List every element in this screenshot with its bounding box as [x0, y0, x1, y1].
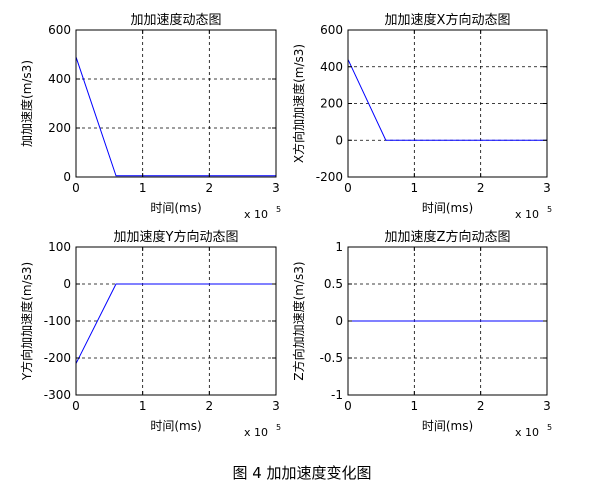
plot1-axes-box	[75, 29, 277, 178]
plot4-xtick-label-0: 0	[344, 399, 352, 413]
plot2-xtick-label-0: 0	[344, 181, 352, 195]
plot3-xtick-label-1: 1	[139, 399, 147, 413]
plot3-x-exponent-base: x 10	[244, 426, 268, 439]
plot2-xtick-label-1: 1	[411, 181, 419, 195]
plot2-ytick-label-0: -200	[316, 170, 343, 184]
plot1-ytick-label-0: 0	[63, 170, 71, 184]
plot2-xtick-label-3: 3	[543, 181, 551, 195]
plot4-ytick-label-4: 1	[335, 240, 343, 254]
plot1-xlabel: 时间(ms)	[150, 201, 201, 215]
plot1-xtick-label-1: 1	[139, 181, 147, 195]
plot2-x-exponent-base: x 10	[515, 208, 539, 221]
plot4-ytick-label-2: 0	[335, 314, 343, 328]
plot4-xtick-label-3: 3	[543, 399, 551, 413]
plot3-ytick-label-1: -200	[44, 351, 71, 365]
plot3-xtick-label-3: 3	[272, 399, 280, 413]
plot2-title: 加加速度X方向动态图	[385, 12, 511, 28]
plot3-title: 加加速度Y方向动态图	[114, 229, 239, 245]
plot1-xtick-label-0: 0	[72, 181, 80, 195]
plot2-xlabel: 时间(ms)	[422, 201, 473, 215]
plot3-xtick-label-2: 2	[206, 399, 214, 413]
plot2-ytick-label-2: 200	[320, 97, 343, 111]
plot1-x-exponent-power: 5	[276, 205, 281, 214]
plot1-xtick-label-2: 2	[206, 181, 214, 195]
plot3-ylabel: Y方向加加速度(m/s3)	[19, 262, 34, 381]
plot4-x-exponent-power: 5	[547, 423, 552, 432]
plot1-series-0	[75, 56, 276, 177]
plot2-series-0	[347, 59, 547, 141]
plot3-ytick-label-4: 100	[48, 240, 71, 254]
plot2-ytick-label-4: 600	[320, 23, 343, 37]
plot3-ytick-label-2: -100	[44, 314, 71, 328]
plot3-series-0	[75, 283, 276, 364]
plot2-ylabel: X方向加加速度(m/s3)	[291, 44, 306, 163]
plot4-xtick-label-2: 2	[477, 399, 485, 413]
plot2-ytick-label-1: 0	[335, 133, 343, 147]
plot3-ytick-label-3: 0	[63, 277, 71, 291]
plot4-xlabel: 时间(ms)	[422, 419, 473, 433]
plot1-ytick-label-2: 400	[48, 72, 71, 86]
plot4-ytick-label-0: -1	[331, 388, 343, 402]
plot4-xtick-label-1: 1	[411, 399, 419, 413]
plot4-x-exponent-base: x 10	[515, 426, 539, 439]
plot1-xtick-label-3: 3	[272, 181, 280, 195]
plot1-ytick-label-3: 600	[48, 23, 71, 37]
plot1-ytick-label-1: 200	[48, 121, 71, 135]
plot4-ytick-label-1: -0.5	[320, 351, 343, 365]
plot4-ylabel: Z方向加加速度(m/s3)	[291, 261, 306, 380]
plot1-x-exponent-base: x 10	[244, 208, 268, 221]
plot3-x-exponent-power: 5	[276, 423, 281, 432]
figure-caption: 图 4 加加速度变化图	[232, 464, 372, 482]
plot4-title: 加加速度Z方向动态图	[385, 229, 511, 245]
plot2-x-exponent-power: 5	[547, 205, 552, 214]
plot3-ytick-label-0: -300	[44, 388, 71, 402]
plot4-ytick-label-3: 0.5	[324, 277, 343, 291]
plot1-title: 加加速度动态图	[130, 12, 221, 28]
plot3-xlabel: 时间(ms)	[150, 419, 201, 433]
plot3-xtick-label-0: 0	[72, 399, 80, 413]
plot1-ylabel: 加加速度(m/s3)	[19, 60, 34, 147]
plot2-ytick-label-3: 400	[320, 60, 343, 74]
plot2-xtick-label-2: 2	[477, 181, 485, 195]
